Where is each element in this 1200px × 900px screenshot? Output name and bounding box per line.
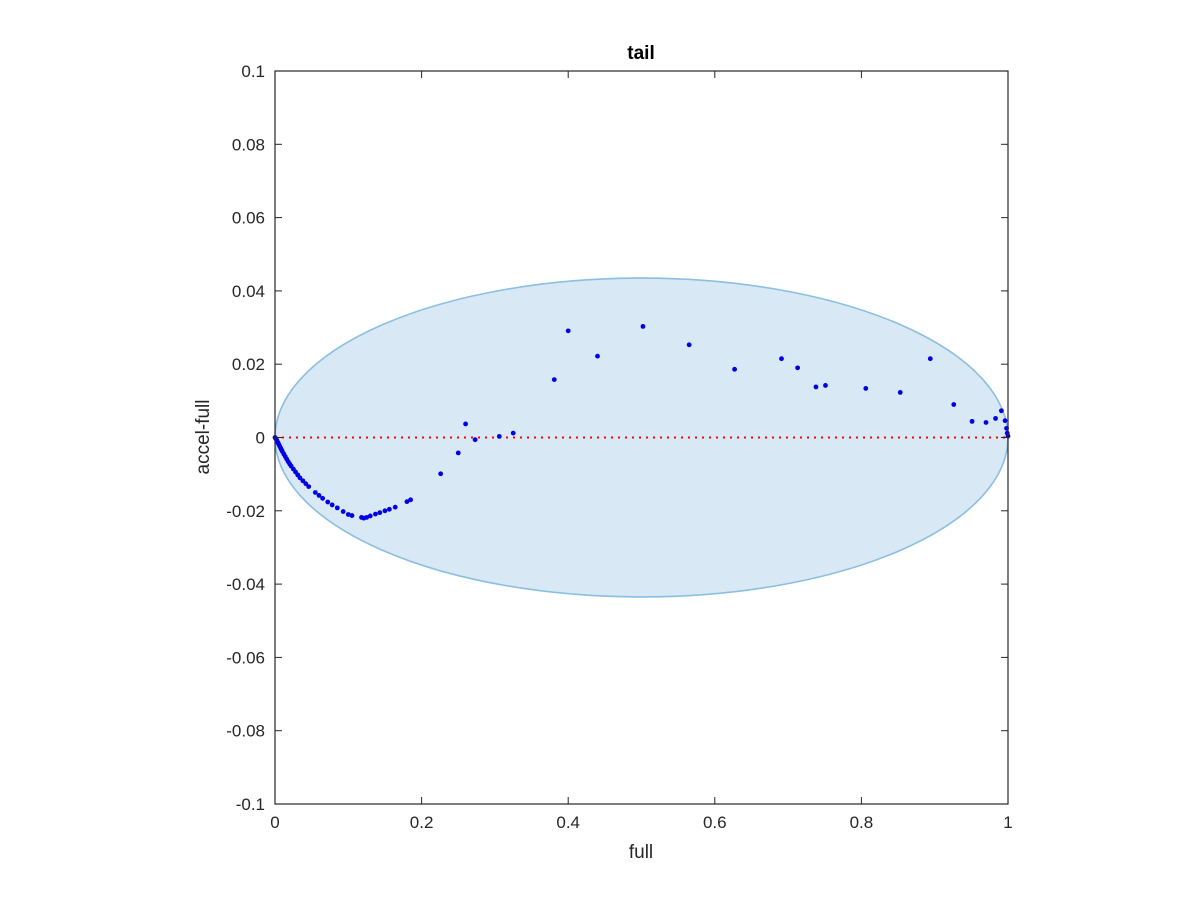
data-point-22	[303, 481, 309, 487]
y-tick-label-9: 0.08	[232, 135, 265, 154]
data-point-48	[496, 434, 502, 439]
data-point-40	[386, 506, 392, 512]
data-point-26	[320, 495, 326, 501]
data-point-38	[377, 510, 383, 516]
data-point-56	[779, 356, 784, 362]
y-axis-label: accel-full	[193, 400, 214, 475]
data-point-41	[392, 504, 398, 510]
y-tick-label-8: 0.06	[232, 209, 265, 228]
y-tick-label-3: -0.04	[226, 575, 265, 594]
y-tick-label-5: 0	[256, 429, 265, 448]
data-point-27	[325, 499, 331, 505]
data-point-31	[345, 512, 351, 517]
y-tick-label-4: -0.02	[226, 502, 265, 521]
data-point-55	[732, 366, 737, 372]
data-point-36	[367, 513, 373, 519]
data-point-23	[306, 484, 312, 490]
data-point-57	[795, 365, 801, 371]
plot-area: 0 0.2 0.4 0.6 0.8 1 -0.1 -0.08 -0.06 -0.04 -0.02 0 0…	[226, 62, 1012, 832]
data-point-21	[300, 478, 306, 484]
data-point-52	[595, 353, 600, 359]
data-point-51	[565, 328, 571, 334]
data-point-54	[686, 342, 692, 348]
x-tick-label-1: 0.2	[410, 813, 434, 832]
data-point-62	[927, 356, 933, 362]
data-point-43	[408, 497, 414, 503]
data-point-68	[1002, 418, 1008, 424]
data-point-49	[510, 430, 516, 436]
data-point-60	[863, 385, 869, 391]
data-point-65	[983, 420, 989, 425]
x-tick-label-2: 0.4	[556, 813, 580, 832]
data-point-47	[472, 437, 478, 443]
data-point-63	[951, 402, 957, 407]
data-point-25	[316, 493, 322, 498]
data-point-53	[640, 324, 646, 329]
data-point-59	[823, 383, 828, 388]
data-point-37	[373, 511, 378, 517]
data-point-32	[349, 513, 355, 518]
data-point-28	[329, 502, 335, 508]
data-point-64	[969, 418, 975, 424]
x-tick-label-4: 0.8	[850, 813, 874, 832]
x-tick-label-5: 1	[1003, 813, 1012, 832]
y-tick-label-7: 0.04	[232, 282, 265, 301]
x-axis-label: full	[629, 842, 653, 863]
y-tick-label-2: -0.06	[226, 648, 265, 667]
data-point-58	[813, 384, 819, 390]
data-point-29	[334, 505, 340, 511]
data-point-44	[438, 471, 444, 477]
data-point-42	[404, 499, 410, 505]
y-tick-label-1: -0.08	[226, 722, 265, 741]
data-point-50	[551, 377, 557, 382]
x-tick-label-0: 0	[270, 813, 279, 832]
x-tick-label-3: 0.6	[703, 813, 727, 832]
data-point-46	[463, 421, 468, 427]
data-point-66	[993, 416, 998, 421]
data-point-20	[297, 475, 303, 481]
y-tick-label-0: -0.1	[236, 795, 265, 814]
data-point-45	[455, 450, 461, 456]
data-point-35	[364, 514, 370, 520]
data-point-61	[897, 390, 903, 395]
y-tick-label-10: 0.1	[241, 62, 265, 81]
data-point-24	[312, 490, 318, 495]
data-point-30	[340, 509, 346, 514]
chart-title: tail	[627, 43, 654, 64]
data-point-67	[999, 408, 1004, 414]
data-point-39	[382, 508, 388, 514]
y-tick-label-6: 0.02	[232, 355, 265, 374]
